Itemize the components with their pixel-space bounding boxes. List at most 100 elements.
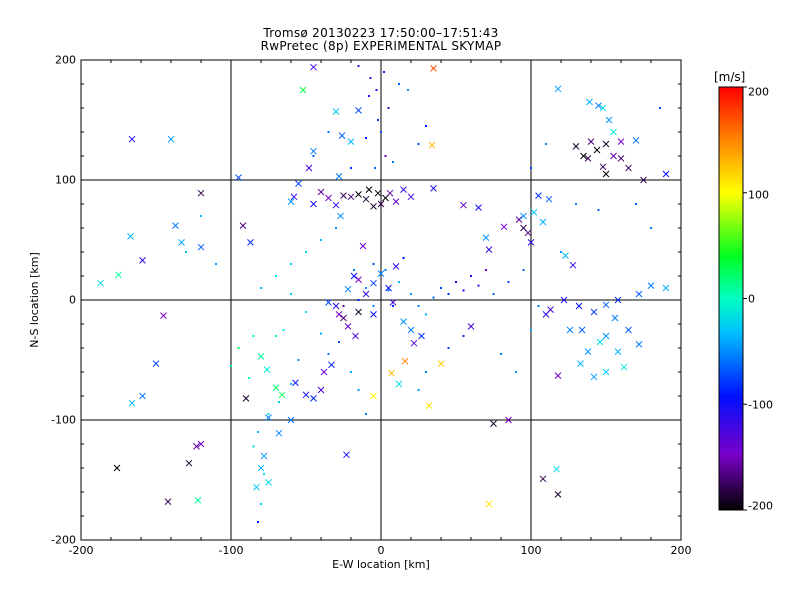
dot-marker	[257, 521, 259, 523]
dot-marker	[350, 371, 352, 373]
cross-marker	[239, 222, 247, 229]
cross-marker	[340, 192, 347, 199]
cross-marker	[460, 201, 467, 209]
cross-marker	[575, 302, 583, 310]
dot-marker	[470, 275, 472, 277]
chart-title-line1: Tromsø 20130223 17:50:00–17:51:43	[263, 26, 499, 40]
dot-marker	[635, 203, 637, 205]
cross-marker	[332, 201, 340, 209]
cross-marker	[370, 279, 377, 287]
cross-marker	[490, 420, 497, 427]
cross-marker	[385, 284, 392, 292]
cross-marker	[128, 399, 136, 407]
dot-marker	[530, 329, 532, 331]
dot-marker	[372, 263, 375, 265]
dot-marker	[335, 227, 337, 229]
cross-marker	[569, 261, 577, 269]
dot-marker	[278, 401, 280, 403]
cross-marker	[139, 392, 146, 400]
colorbar-tick-label: 100	[748, 188, 769, 202]
cross-marker	[325, 194, 332, 202]
cross-marker	[547, 306, 554, 313]
y-tick-label: -100	[51, 413, 76, 427]
dot-marker	[492, 293, 495, 295]
cross-marker	[167, 135, 175, 143]
dot-marker	[374, 167, 376, 169]
dot-marker	[200, 215, 202, 217]
x-axis-label: E-W location [km]	[332, 558, 430, 571]
dot-marker	[387, 107, 390, 109]
cross-marker	[640, 176, 647, 184]
dot-marker	[545, 143, 547, 145]
dot-marker	[237, 347, 240, 349]
cross-marker	[620, 363, 628, 371]
cross-marker	[610, 128, 617, 136]
cross-marker	[590, 308, 598, 316]
dot-marker	[462, 289, 465, 292]
cross-marker	[587, 138, 595, 145]
dot-marker	[432, 296, 435, 299]
cross-marker	[520, 212, 527, 220]
cross-marker	[554, 491, 562, 498]
y-tick-label: 100	[55, 173, 76, 187]
cross-marker	[347, 193, 355, 201]
cross-marker	[553, 465, 560, 473]
dot-marker	[447, 347, 450, 349]
dot-marker	[248, 377, 250, 379]
cross-marker	[317, 386, 325, 394]
cross-marker	[625, 326, 632, 334]
cross-marker	[524, 229, 532, 237]
cross-marker	[400, 186, 407, 193]
cross-marker	[299, 86, 307, 94]
cross-marker	[257, 464, 265, 472]
cross-marker	[235, 174, 242, 181]
cross-marker	[152, 360, 160, 367]
cross-marker	[475, 204, 482, 211]
cross-marker	[310, 63, 317, 71]
cross-marker	[596, 338, 604, 346]
cross-marker	[178, 239, 185, 246]
dot-marker	[282, 329, 285, 331]
cross-marker	[617, 138, 625, 145]
dot-marker	[365, 413, 367, 415]
grid-lines	[81, 60, 681, 540]
data-points	[97, 63, 670, 523]
cross-marker	[400, 318, 407, 325]
dot-marker	[357, 299, 360, 301]
colorbar-tick-label: 0	[748, 292, 755, 306]
cross-marker	[611, 314, 619, 322]
dot-marker	[365, 137, 367, 139]
dot-marker	[320, 239, 322, 241]
cross-marker	[344, 323, 352, 330]
cross-marker	[418, 332, 425, 340]
cross-marker	[292, 379, 299, 387]
dot-marker	[425, 313, 427, 316]
dot-marker	[230, 365, 232, 367]
cross-marker	[602, 301, 610, 309]
cross-marker	[310, 147, 317, 155]
chart-title-line2: RwPretec (8p) EXPERIMENTAL SKYMAP	[260, 39, 502, 53]
cross-marker	[344, 285, 352, 293]
cross-marker	[370, 203, 377, 210]
cross-marker	[500, 223, 508, 231]
cross-marker	[430, 65, 437, 72]
cross-marker	[352, 332, 359, 340]
cross-marker	[275, 429, 283, 437]
cross-marker	[374, 189, 382, 197]
dot-marker	[515, 371, 517, 373]
colorbar-tick-marks	[743, 86, 747, 511]
dot-marker	[477, 284, 480, 287]
cross-marker	[359, 242, 367, 250]
cross-marker	[355, 308, 362, 316]
cross-marker	[599, 163, 607, 171]
x-tick-label: 200	[670, 544, 692, 557]
dot-marker	[350, 167, 352, 169]
tick-marks	[80, 59, 682, 541]
dot-marker	[384, 155, 387, 157]
dot-marker	[507, 281, 510, 283]
cross-marker	[647, 282, 655, 289]
dot-marker	[290, 263, 292, 265]
dot-marker	[357, 65, 360, 67]
cross-marker	[389, 299, 397, 306]
